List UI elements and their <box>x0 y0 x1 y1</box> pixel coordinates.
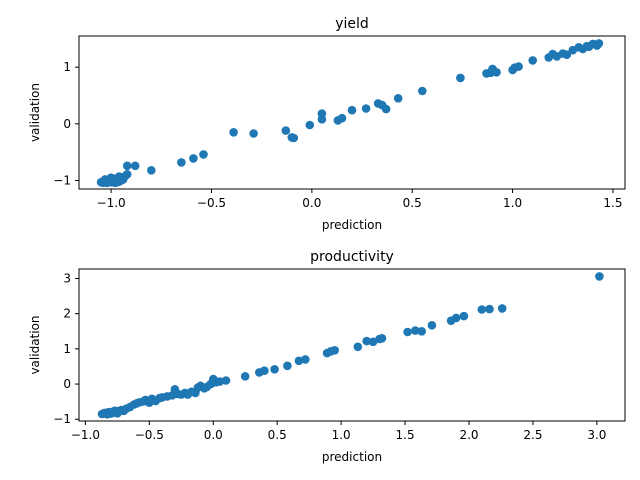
productivity-point <box>417 327 427 336</box>
productivity-x-tick-label: 3.0 <box>587 428 606 442</box>
yield-point <box>528 56 537 65</box>
yield-point <box>594 39 604 48</box>
productivity-y-tick-label: 0 <box>63 377 71 391</box>
yield-y-tick-label: 1 <box>63 60 71 74</box>
yield-point <box>189 154 198 163</box>
productivity-point <box>377 334 387 343</box>
yield-x-tick-label: 1.0 <box>503 196 522 210</box>
productivity-x-tick-label: 0.5 <box>268 428 287 442</box>
productivity-point <box>459 311 469 321</box>
productivity-y-axis-label: validation <box>28 315 42 374</box>
yield-x-axis-label: prediction <box>322 218 382 232</box>
productivity-y-tick-label: 1 <box>63 342 71 356</box>
yield-point <box>130 161 140 171</box>
yield-point <box>317 115 327 124</box>
yield-x-ticks: −1.0 −0.5 0.0 0.5 1.0 1.5 <box>97 189 623 210</box>
yield-x-tick-label: −1.0 <box>97 196 126 210</box>
yield-x-tick-label: −0.5 <box>197 196 226 210</box>
yield-y-tick-label: 0 <box>63 117 71 131</box>
productivity-title: productivity <box>310 249 394 265</box>
productivity-point <box>427 321 437 330</box>
yield-point <box>122 170 132 179</box>
yield-y-tick-label: −1 <box>53 174 71 188</box>
yield-point <box>147 166 156 175</box>
productivity-x-ticks: −1.0 −0.5 0.0 0.5 1.0 1.5 2.0 2.5 3.0 <box>71 421 606 442</box>
yield-point <box>289 133 299 143</box>
yield-point <box>249 129 258 138</box>
yield-point <box>229 128 238 137</box>
yield-points <box>96 39 604 188</box>
productivity-x-tick-label: 0.0 <box>204 428 223 442</box>
yield-point <box>562 50 572 59</box>
yield-point <box>305 120 315 130</box>
productivity-subplot: −1.0 −0.5 0.0 0.5 1.0 1.5 2.0 2.5 3.0 −1 0 1 2 3 pro… <box>28 249 626 464</box>
productivity-x-tick-label: 2.5 <box>523 428 542 442</box>
productivity-y-tick-label: 3 <box>63 272 71 286</box>
productivity-point <box>260 366 269 376</box>
productivity-point <box>270 365 279 374</box>
yield-x-tick-label: 0.5 <box>403 196 422 210</box>
productivity-point <box>362 336 372 346</box>
productivity-point <box>283 361 292 371</box>
yield-x-tick-label: 1.5 <box>603 196 622 210</box>
yield-point <box>281 126 291 135</box>
productivity-x-axis-label: prediction <box>322 450 382 464</box>
productivity-point <box>353 342 363 352</box>
yield-point <box>361 104 371 113</box>
productivity-points <box>97 272 604 419</box>
productivity-point <box>477 305 487 314</box>
productivity-point <box>240 372 250 381</box>
productivity-x-tick-label: 1.5 <box>396 428 415 442</box>
yield-axes-frame <box>78 35 626 190</box>
productivity-point <box>595 272 604 281</box>
productivity-y-tick-label: 2 <box>63 307 71 321</box>
productivity-point <box>411 326 420 335</box>
yield-point <box>122 161 132 171</box>
yield-point <box>381 104 391 114</box>
productivity-x-tick-label: −0.5 <box>135 428 164 442</box>
yield-y-axis-label: validation <box>28 83 42 142</box>
productivity-point <box>330 346 340 355</box>
yield-point <box>514 62 523 71</box>
yield-point <box>199 150 208 159</box>
yield-point <box>337 113 347 123</box>
productivity-point <box>221 376 231 385</box>
yield-point <box>418 86 427 96</box>
yield-point <box>393 94 403 103</box>
productivity-point <box>451 313 461 323</box>
productivity-point <box>485 304 494 314</box>
productivity-y-ticks: −1 0 1 2 3 <box>53 272 79 426</box>
yield-point <box>492 68 501 77</box>
yield-point <box>456 73 465 83</box>
productivity-x-tick-label: 2.0 <box>459 428 478 442</box>
yield-x-tick-label: 0.0 <box>302 196 321 210</box>
productivity-point <box>301 355 310 364</box>
productivity-y-tick-label: −1 <box>53 412 71 426</box>
yield-subplot: −1.0 −0.5 0.0 0.5 1.0 1.5 −1 0 1 yield predicti… <box>28 16 626 232</box>
yield-point <box>177 158 186 167</box>
productivity-point <box>403 327 412 337</box>
yield-title: yield <box>335 16 369 32</box>
yield-point <box>347 105 357 115</box>
productivity-x-tick-label: −1.0 <box>71 428 100 442</box>
yield-y-ticks: −1 0 1 <box>53 60 79 188</box>
productivity-axes-frame <box>78 268 626 422</box>
productivity-point <box>497 304 507 313</box>
productivity-x-tick-label: 1.0 <box>332 428 351 442</box>
productivity-point <box>294 356 304 366</box>
